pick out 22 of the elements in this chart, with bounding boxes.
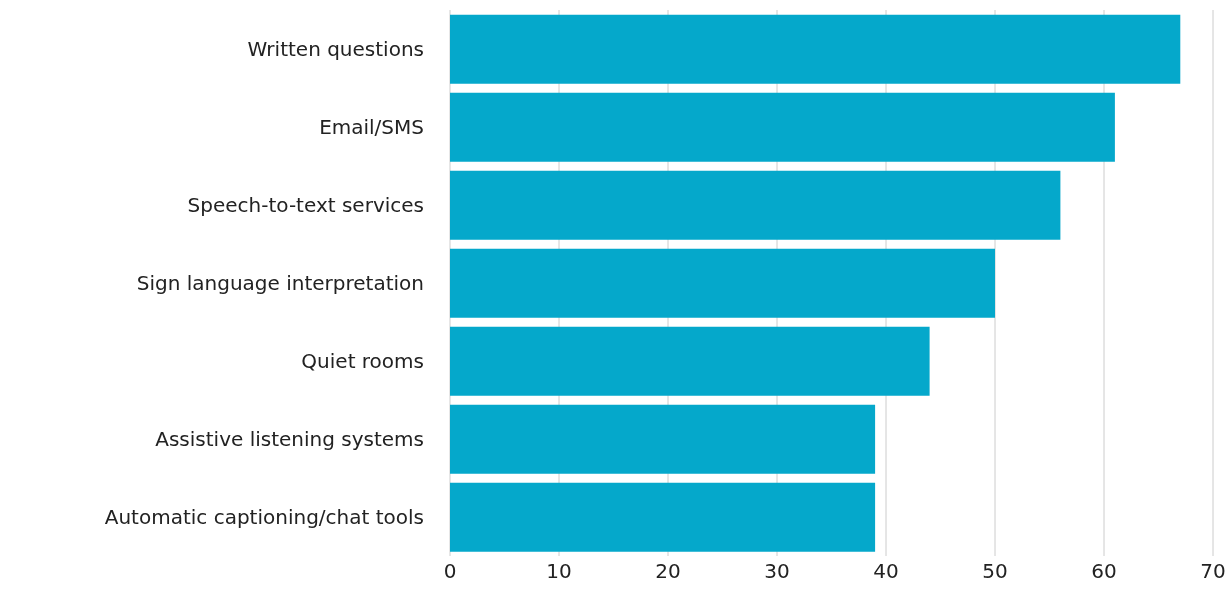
bar	[450, 248, 995, 318]
bar	[450, 170, 1061, 240]
x-tick-label: 30	[764, 559, 790, 584]
bar	[450, 92, 1115, 162]
x-tick-label: 0	[443, 559, 457, 584]
y-tick-label: Written questions	[247, 37, 424, 62]
x-tick-label: 10	[546, 559, 572, 584]
bar	[450, 326, 930, 396]
y-tick-label: Automatic captioning/chat tools	[104, 505, 424, 530]
y-tick-label: Email/SMS	[319, 115, 424, 140]
bar	[450, 404, 876, 474]
y-tick-label: Sign language interpretation	[136, 271, 424, 296]
bar	[450, 482, 876, 552]
y-tick-label: Assistive listening systems	[155, 427, 424, 452]
x-tick-label: 70	[1200, 559, 1226, 584]
x-tick-label: 20	[655, 559, 681, 584]
y-tick-label: Quiet rooms	[301, 349, 424, 374]
x-tick-label: 60	[1091, 559, 1117, 584]
x-tick-label: 40	[873, 559, 899, 584]
y-tick-label: Speech-to-text services	[187, 193, 424, 218]
bar	[450, 14, 1181, 84]
x-tick-label: 50	[982, 559, 1008, 584]
